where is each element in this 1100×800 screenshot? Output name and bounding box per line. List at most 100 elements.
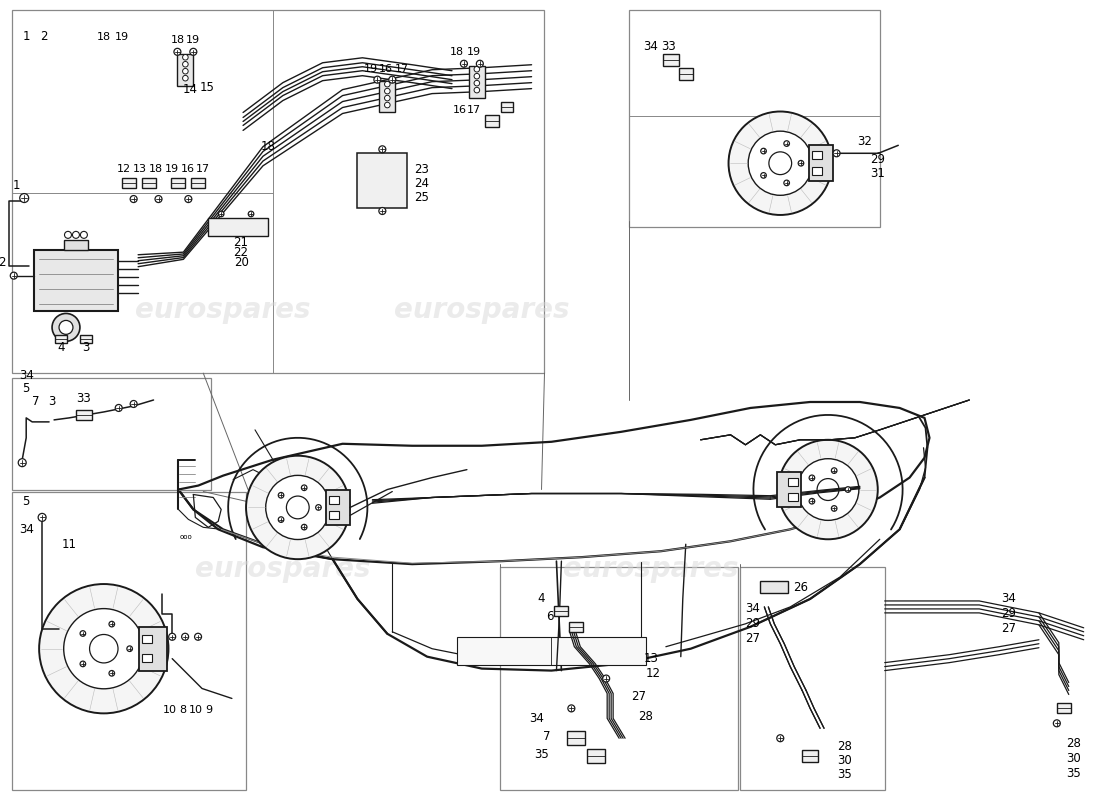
Circle shape [769, 152, 792, 174]
Text: eurospares: eurospares [135, 297, 311, 325]
Circle shape [777, 734, 784, 742]
Circle shape [286, 496, 309, 519]
Text: 8: 8 [179, 706, 187, 715]
Circle shape [19, 458, 26, 466]
Bar [142, 654, 152, 662]
Text: 17: 17 [395, 64, 409, 74]
Circle shape [388, 76, 396, 83]
Bar [740, 567, 884, 790]
Text: 18: 18 [148, 164, 163, 174]
Bar [379, 81, 395, 113]
Circle shape [748, 131, 812, 195]
Text: 4: 4 [57, 341, 65, 354]
Circle shape [174, 48, 180, 55]
Bar [177, 54, 194, 86]
Circle shape [80, 231, 87, 238]
Circle shape [80, 661, 86, 666]
Text: 34: 34 [745, 602, 760, 615]
Bar [456, 637, 646, 665]
Circle shape [195, 634, 201, 640]
Bar [760, 581, 789, 593]
Circle shape [385, 95, 390, 101]
Text: 28: 28 [837, 740, 852, 753]
Circle shape [784, 141, 790, 146]
Bar [802, 750, 818, 762]
Text: 7: 7 [542, 730, 550, 742]
Text: 18: 18 [97, 32, 111, 42]
Text: 16: 16 [180, 164, 195, 174]
Text: 22: 22 [233, 246, 249, 259]
Bar [76, 410, 92, 420]
Bar [329, 511, 339, 519]
Circle shape [40, 584, 168, 714]
Text: eurospares: eurospares [195, 555, 371, 583]
Circle shape [476, 60, 483, 67]
Circle shape [183, 75, 188, 81]
Circle shape [798, 458, 859, 520]
Circle shape [779, 440, 878, 539]
Circle shape [183, 69, 188, 74]
Text: eurospares: eurospares [563, 555, 739, 583]
Circle shape [155, 195, 162, 202]
Circle shape [833, 150, 840, 157]
Text: 10: 10 [189, 706, 204, 715]
Bar [172, 178, 186, 188]
Text: 19: 19 [363, 64, 377, 74]
Bar [629, 10, 880, 227]
Text: 33: 33 [77, 391, 91, 405]
Circle shape [374, 76, 381, 83]
Text: 32: 32 [857, 135, 872, 148]
Bar [812, 151, 822, 159]
Text: 19: 19 [466, 47, 481, 57]
Text: 10: 10 [163, 706, 177, 715]
Circle shape [301, 524, 307, 530]
Circle shape [784, 180, 790, 186]
Circle shape [183, 62, 188, 67]
Text: 29: 29 [745, 618, 760, 630]
Text: 35: 35 [837, 767, 852, 781]
Circle shape [603, 675, 609, 682]
Text: 16: 16 [379, 64, 394, 74]
Circle shape [130, 401, 138, 407]
Circle shape [10, 272, 18, 279]
Circle shape [278, 493, 284, 498]
Text: 29: 29 [1002, 607, 1016, 620]
Text: 31: 31 [870, 166, 886, 180]
Text: 6: 6 [546, 610, 553, 623]
Bar [679, 68, 693, 80]
Circle shape [59, 321, 73, 334]
Circle shape [832, 468, 837, 474]
Text: 16: 16 [453, 105, 466, 114]
Text: 5: 5 [22, 495, 30, 508]
Text: 9: 9 [206, 706, 212, 715]
Circle shape [810, 475, 815, 481]
Bar [499, 567, 738, 790]
Text: 34: 34 [1002, 593, 1016, 606]
Circle shape [845, 486, 850, 492]
Text: 1: 1 [22, 30, 30, 43]
Bar [469, 66, 485, 98]
Bar [663, 54, 679, 66]
Bar [485, 115, 498, 127]
Text: 13: 13 [644, 652, 659, 665]
Text: ooo: ooo [180, 534, 192, 540]
Text: 5: 5 [22, 382, 30, 394]
Circle shape [65, 231, 72, 238]
Text: 18: 18 [450, 47, 464, 57]
Text: 2: 2 [41, 30, 48, 43]
Text: 26: 26 [793, 581, 807, 594]
Bar [358, 154, 407, 208]
Text: 18: 18 [170, 35, 185, 45]
Text: 30: 30 [1066, 752, 1081, 765]
Text: 15: 15 [200, 81, 214, 94]
Circle shape [1054, 720, 1060, 726]
Bar [327, 490, 350, 526]
Circle shape [116, 405, 122, 411]
Text: 12: 12 [646, 667, 660, 680]
Text: 34: 34 [19, 369, 34, 382]
Text: 23: 23 [415, 162, 429, 176]
Circle shape [52, 314, 80, 342]
Bar [191, 178, 206, 188]
Circle shape [73, 231, 79, 238]
Circle shape [761, 148, 767, 154]
